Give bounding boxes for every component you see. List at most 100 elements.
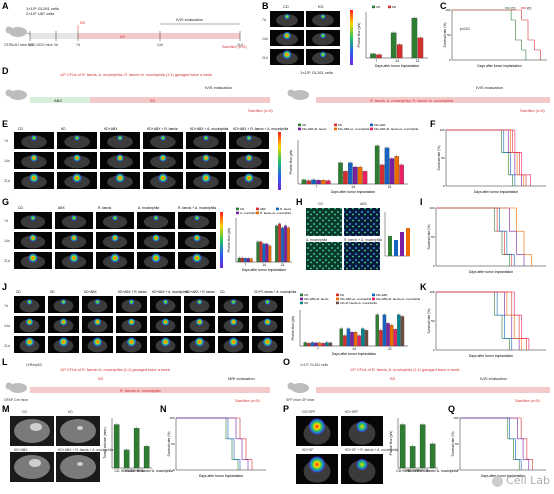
survival-curve bbox=[176, 417, 241, 470]
panel-letter-L: L bbox=[2, 357, 8, 367]
A-day-1: 0d bbox=[54, 43, 58, 47]
tick-label: 21 bbox=[416, 59, 420, 63]
D-right-cells: 1×10⁵ GL261 cells bbox=[300, 70, 333, 75]
panel-letter-O: O bbox=[283, 357, 290, 367]
panel-letter-E: E bbox=[2, 119, 8, 129]
bioluminescence-signal bbox=[71, 215, 77, 221]
mouse-silhouette bbox=[236, 135, 262, 149]
mouse-silhouette bbox=[61, 215, 87, 229]
bioluminescence-signal bbox=[228, 337, 239, 347]
bar bbox=[343, 171, 348, 185]
bioluminescence-signal bbox=[161, 318, 170, 326]
survival-curve bbox=[446, 129, 525, 186]
F-survival-chart: Survival rate (%) Days after tumor implan… bbox=[437, 128, 546, 194]
bioluminescence-signal bbox=[160, 337, 171, 347]
mouse-silhouette bbox=[121, 299, 142, 313]
bioluminescence-signal bbox=[151, 253, 161, 263]
bioluminescence-signal bbox=[244, 173, 254, 183]
bar bbox=[310, 342, 315, 347]
group-label: KD+ABX + R. faecis bbox=[147, 127, 178, 131]
x-axis-label: Days after tumor implantation bbox=[481, 474, 525, 478]
mouse-silhouette bbox=[107, 135, 133, 149]
survival-curve bbox=[436, 291, 513, 350]
panel-G: G CD ABX R. faecis A. muciniphila R. faecis … bbox=[2, 197, 292, 272]
mouse-silhouette bbox=[102, 215, 128, 229]
legend-swatch bbox=[236, 211, 239, 215]
bioluminescence-signal bbox=[31, 135, 37, 141]
L-cfu: 10⁸ CFUs of R. faecis+A. muciniphila (1:… bbox=[60, 368, 170, 372]
legend-entry: R. faecis bbox=[280, 207, 292, 211]
bar bbox=[259, 241, 263, 263]
G-ivis-images bbox=[14, 212, 216, 269]
mouse-silhouette bbox=[150, 135, 176, 149]
panel-letter-Q: Q bbox=[448, 404, 455, 414]
tick-label: KD+GF+R. faecis+A. muciniphila bbox=[408, 469, 458, 473]
L-plasmid: LVRshp53 bbox=[26, 363, 42, 367]
mouse-silhouette bbox=[107, 155, 133, 169]
G-row-0: 7d bbox=[4, 219, 8, 223]
y-axis-label: Survival rate (%) bbox=[427, 308, 431, 333]
legend-swatch bbox=[334, 127, 337, 131]
legend-entry: CD+R. faecis+A. muciniphila bbox=[340, 301, 377, 305]
A-cells: 1×10⁵ GL261 cells bbox=[26, 6, 59, 11]
legend-swatch bbox=[336, 297, 339, 301]
x-axis-label: Days after tumor implantation bbox=[477, 64, 521, 68]
bar bbox=[316, 180, 321, 185]
legend-entry: ABX bbox=[260, 207, 266, 211]
tick-label: 100 bbox=[445, 8, 450, 12]
survival-curve bbox=[436, 291, 530, 350]
group-label: CD bbox=[16, 290, 21, 294]
B-group-0: CD bbox=[283, 4, 289, 9]
J-row-1: 14d bbox=[4, 324, 10, 328]
bioluminescence-signal bbox=[60, 299, 67, 305]
x-axis-label: Days after tumor implantation bbox=[469, 270, 513, 274]
panel-E: E CD KD KD+ABX KD+ABX + R. faecis KD+ABX + A… bbox=[2, 119, 418, 194]
bioluminescence-signal bbox=[194, 215, 200, 221]
D-ivis: IVIS evaluation bbox=[205, 85, 232, 90]
group-label: KD+ABX + R. faecis bbox=[118, 290, 147, 294]
bioluminescence-signal bbox=[30, 154, 38, 162]
y-axis-label: Tumor volume (mm³) bbox=[103, 427, 107, 459]
bioluminescence-signal bbox=[282, 49, 292, 60]
mouse-silhouette bbox=[257, 299, 278, 313]
mouse-silhouette bbox=[223, 299, 244, 313]
mouse-silhouette bbox=[312, 14, 334, 27]
bar bbox=[374, 145, 380, 185]
group-label: CD bbox=[220, 290, 225, 294]
legend-swatch bbox=[298, 127, 301, 131]
J-row-2: 21d bbox=[4, 344, 10, 348]
bar bbox=[348, 162, 353, 185]
legend-entry: CD bbox=[240, 207, 244, 211]
H-mini-bar bbox=[384, 212, 410, 257]
mouse-silhouette bbox=[155, 299, 176, 313]
group-label: A. muciniphila bbox=[138, 206, 159, 210]
mouse-silhouette bbox=[20, 235, 46, 249]
mouse-silhouette bbox=[87, 319, 108, 333]
G-row-2: 21d bbox=[4, 259, 10, 263]
p-value: p<0.01 bbox=[460, 27, 470, 31]
survival-curve bbox=[446, 129, 513, 186]
legend-entry: KD bbox=[392, 5, 396, 9]
bioluminescence-signal bbox=[128, 299, 135, 305]
bar bbox=[338, 162, 343, 185]
survival-curve bbox=[436, 291, 522, 350]
mouse-silhouette bbox=[312, 52, 334, 65]
legend-swatch bbox=[256, 207, 259, 211]
bar bbox=[321, 343, 325, 347]
E-row-0: 7d bbox=[4, 139, 8, 143]
P-bar-chart: Photon flux (p/s) CD+SPFKD+SPFKD+GFKD+GF+… bbox=[389, 418, 458, 473]
bioluminescence-signal bbox=[152, 234, 160, 242]
bioluminescence-signal bbox=[92, 337, 103, 347]
bioluminescence-signal bbox=[30, 215, 36, 221]
bar bbox=[361, 328, 365, 347]
panel-D: D 10⁸ CFUs of R. faecis, A. muciniphila,… bbox=[2, 66, 550, 113]
mouse-silhouette bbox=[150, 155, 176, 169]
O-kd: KD bbox=[390, 377, 396, 381]
y-axis-label: Survival rate (%) bbox=[167, 431, 171, 456]
E-bar-chart: Photon flux (p/s) Days after tumor implan… bbox=[289, 123, 418, 194]
bar bbox=[417, 37, 424, 59]
survival-curve bbox=[446, 129, 516, 186]
tick-label: 100 bbox=[439, 128, 444, 132]
bioluminescence-signal bbox=[284, 13, 290, 20]
